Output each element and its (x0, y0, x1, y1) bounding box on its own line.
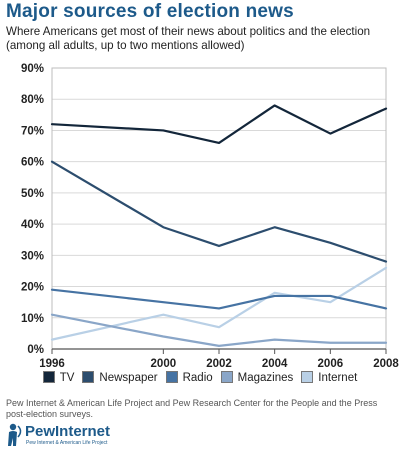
series-layer (50, 104, 388, 347)
y-tick-label: 60% (21, 157, 44, 169)
y-tick-label: 40% (21, 219, 44, 231)
source-note: Pew Internet & American Life Project and… (6, 398, 378, 419)
legend-label: Internet (318, 372, 358, 384)
y-tick-label: 50% (21, 188, 44, 200)
y-tick-label: 0% (27, 344, 44, 356)
legend-item-internet: Internet (301, 371, 357, 384)
series-line-magazines (50, 313, 388, 347)
series-line-radio (50, 288, 388, 310)
x-tick-label: 2000 (151, 358, 177, 370)
legend-label: Newspaper (99, 372, 158, 384)
grid-layer (52, 67, 386, 319)
plot-frame (51, 67, 387, 350)
y-tick-label: 80% (21, 94, 44, 106)
x-tick-label: 2004 (262, 358, 288, 370)
pew-person-icon (8, 423, 22, 446)
x-tick-label: 2002 (206, 358, 232, 370)
x-tick-label: 2006 (318, 358, 344, 370)
chart-legend: TV Newspaper Radio Magazines Internet (0, 371, 400, 384)
y-tick-label: 10% (21, 313, 44, 325)
x-tick-label: 2008 (373, 358, 399, 370)
series-line-tv (50, 104, 388, 145)
legend-item-magazines: Magazines (220, 371, 294, 384)
legend-item-radio: Radio (165, 371, 213, 384)
y-tick-label: 30% (21, 250, 44, 262)
legend-item-newspaper: Newspaper (82, 371, 158, 384)
legend-swatch (42, 371, 55, 383)
legend-swatch (165, 371, 178, 383)
series-line-newspaper (50, 160, 388, 263)
tick-label-layer: 0% 10% 20% 30% 40% 50% 60% 70% 80% 90% 1996 2000 200… (21, 63, 399, 370)
legend-label: Magazines (237, 372, 294, 384)
y-tick-label: 90% (21, 63, 44, 75)
legend-item-tv: TV (42, 371, 75, 384)
y-tick-label: 20% (21, 282, 44, 294)
legend-swatch (82, 371, 95, 383)
legend-swatch (301, 371, 314, 383)
series-line-internet (50, 266, 388, 341)
legend-label: TV (59, 372, 75, 384)
legend-label: Radio (182, 372, 213, 384)
chart-title: Major sources of election news (6, 1, 294, 22)
legend-swatch (220, 371, 233, 383)
x-tick-label: 1996 (39, 358, 65, 370)
logo-tagline: Pew Internet & American Life Project (26, 440, 108, 446)
chart-subtitle: Where Americans get most of their news a… (6, 25, 371, 52)
logo-wordmark: PewInternet (25, 423, 111, 440)
pew-internet-logo: PewInternet Pew Internet & American Life… (5, 422, 165, 448)
axis-layer (51, 67, 387, 354)
y-tick-label: 70% (21, 125, 44, 137)
